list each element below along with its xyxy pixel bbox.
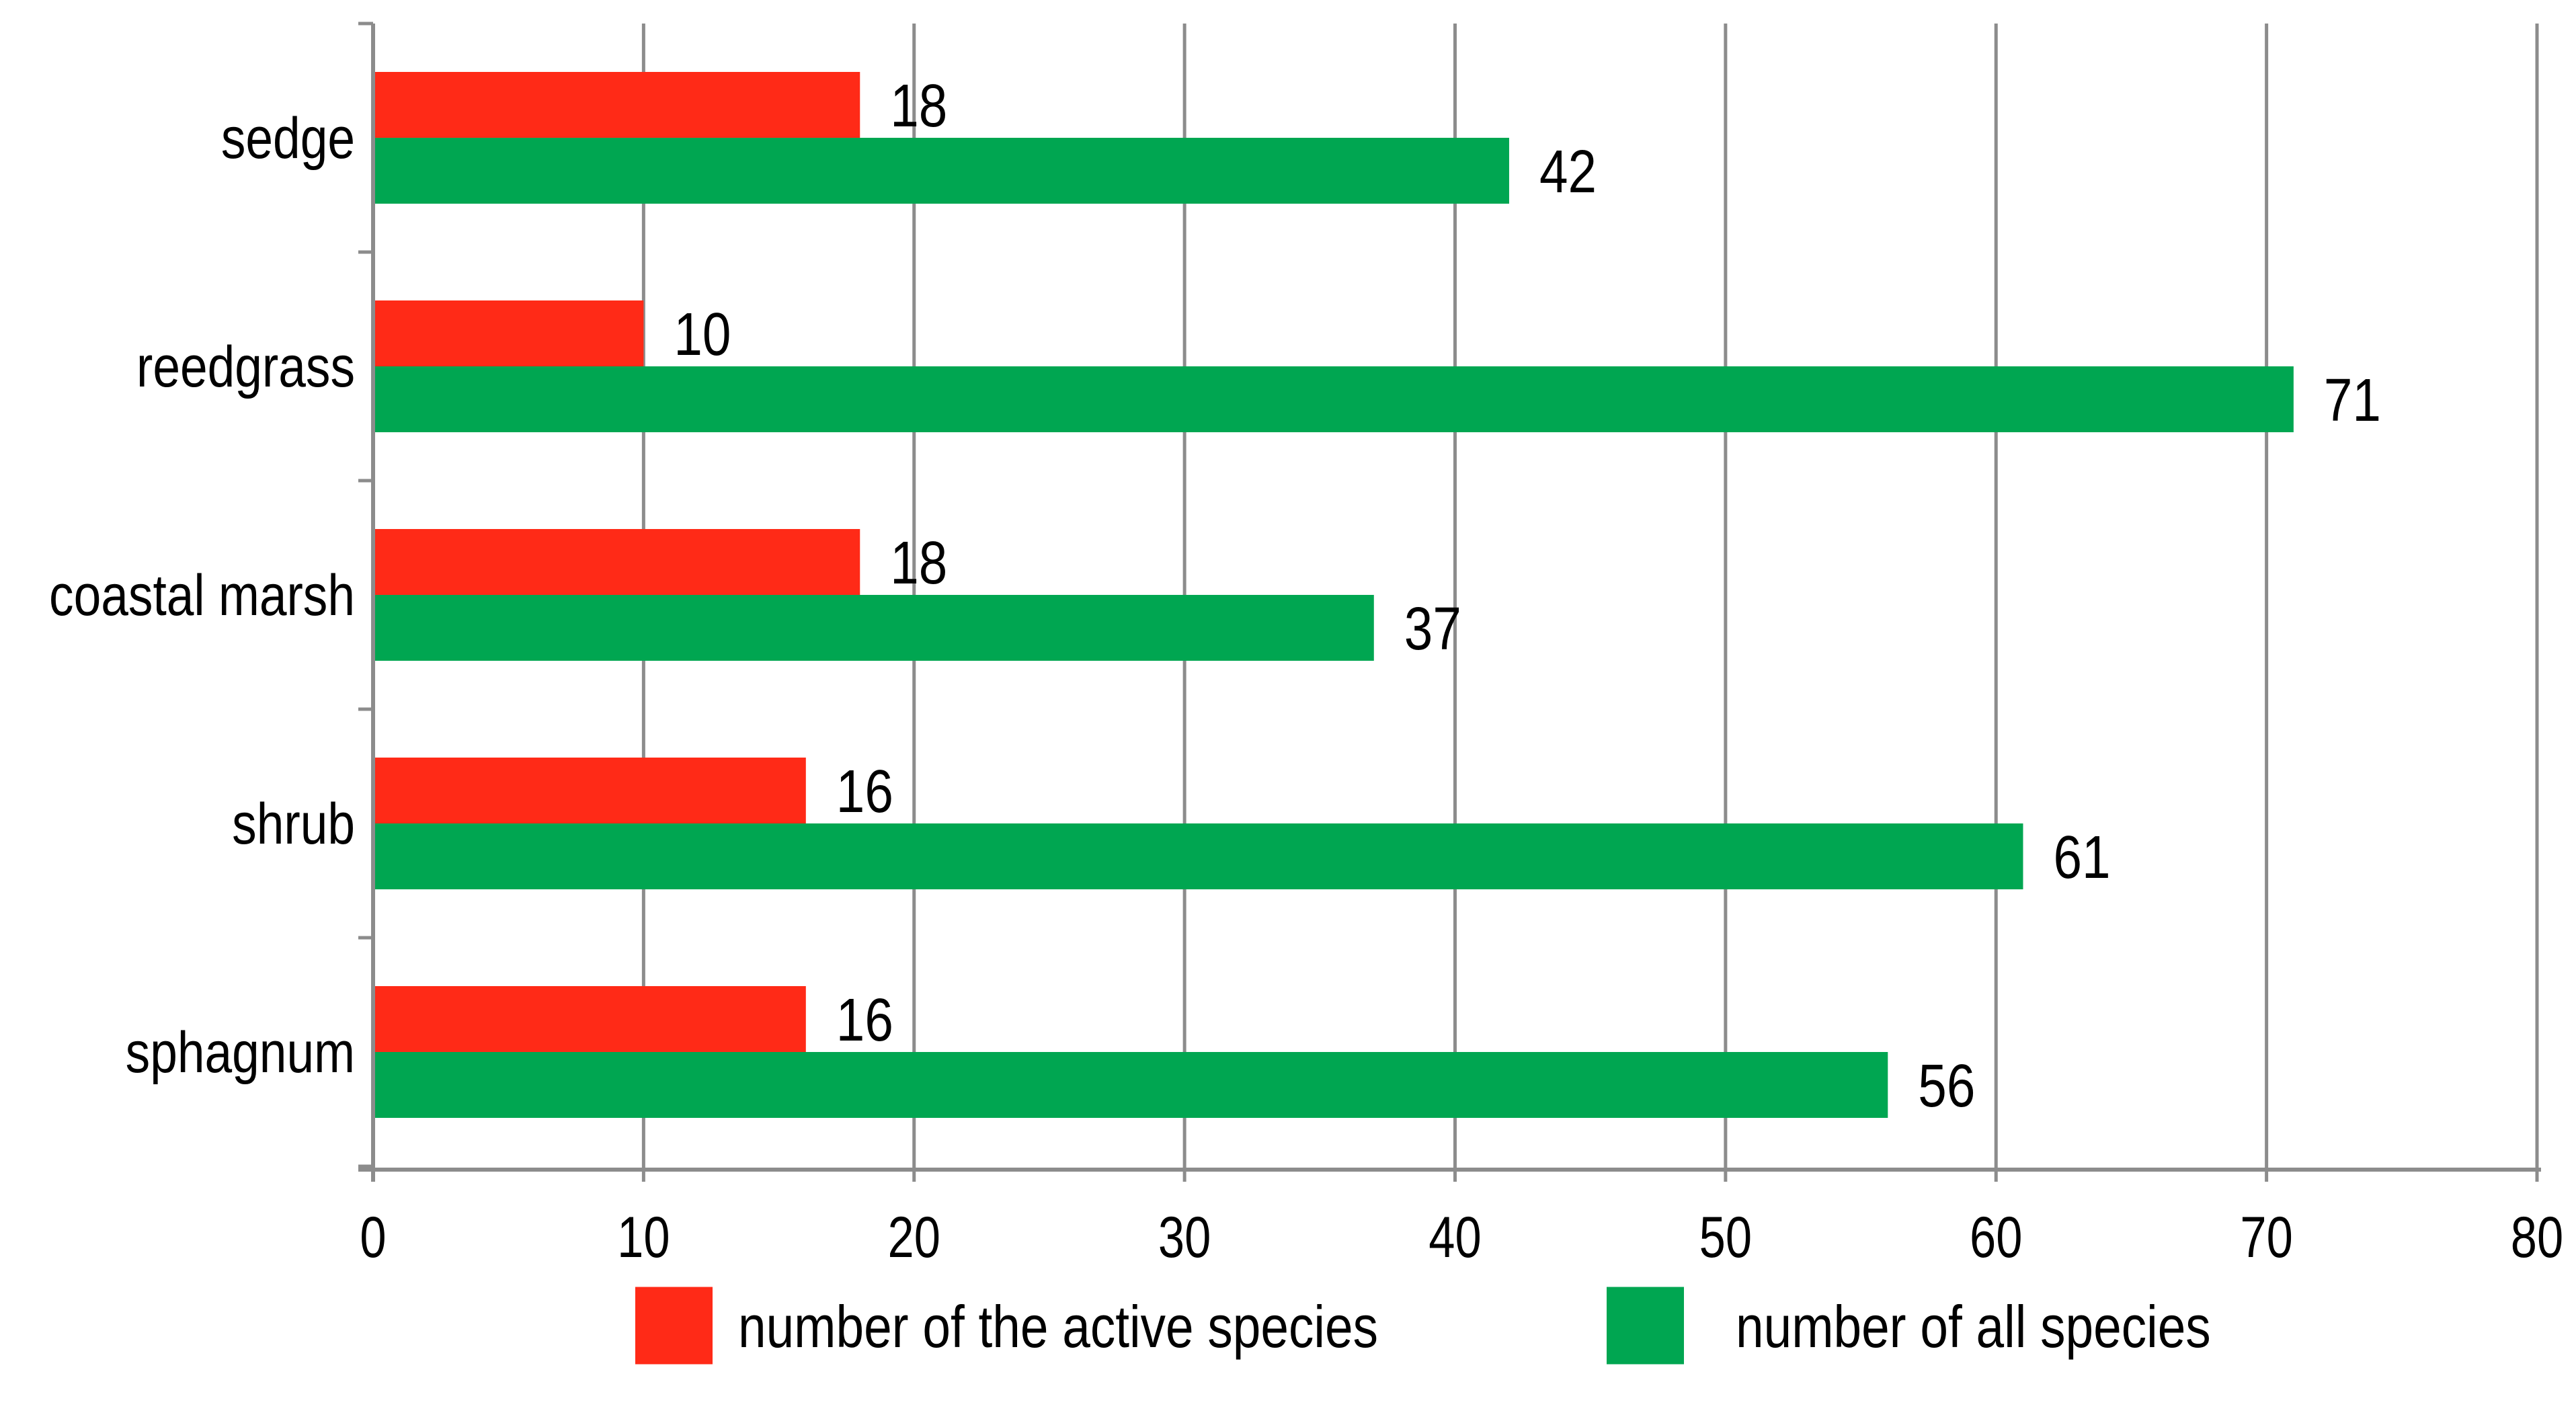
value-label: 18 [890, 71, 947, 139]
bar-active-species [373, 529, 860, 595]
x-tick-label: 50 [1699, 1205, 1752, 1269]
bars [373, 72, 2294, 1118]
legend-swatch [635, 1287, 713, 1365]
value-label: 16 [836, 757, 893, 825]
value-label: 42 [1539, 137, 1597, 205]
bar-all-species [373, 823, 2023, 889]
category-label: reedgrass [136, 334, 355, 399]
bar-active-species [373, 72, 860, 138]
category-label: sphagnum [126, 1020, 355, 1084]
bar-active-species [373, 758, 806, 823]
legend: number of the active species number of al… [635, 1287, 2211, 1365]
legend-item: number of all species [1607, 1287, 2211, 1365]
value-label: 61 [2053, 823, 2110, 891]
x-tick-label: 10 [617, 1205, 670, 1269]
x-tick-label: 70 [2240, 1205, 2292, 1269]
category-label: sedge [221, 106, 355, 170]
legend-label: number of the active species [738, 1294, 1378, 1360]
value-label: 18 [890, 528, 947, 596]
x-tick-label: 30 [1158, 1205, 1211, 1269]
bar-active-species [373, 986, 806, 1052]
value-label: 16 [836, 985, 893, 1053]
legend-swatch [1607, 1287, 1684, 1365]
x-tick-label: 20 [888, 1205, 940, 1269]
x-tick-label: 0 [360, 1205, 386, 1269]
x-tick-label: 80 [2511, 1205, 2563, 1269]
labels: 0 10 20 30 40 50 60 70 80 sedge 18 42 reedgrass 10 71 c… [49, 71, 2563, 1269]
x-tick-label: 60 [1970, 1205, 2022, 1269]
value-label: 10 [674, 300, 731, 368]
bar-active-species [373, 300, 644, 366]
x-tick-label: 40 [1428, 1205, 1481, 1269]
bar-all-species [373, 138, 1509, 204]
value-label: 71 [2324, 366, 2381, 434]
legend-label: number of all species [1736, 1294, 2211, 1360]
legend-item: number of the active species [635, 1287, 1378, 1365]
bar-all-species [373, 1052, 1888, 1118]
value-label: 37 [1404, 594, 1461, 662]
category-label: shrub [232, 791, 355, 856]
bar-all-species [373, 595, 1374, 661]
value-label: 56 [1918, 1051, 1975, 1119]
category-label: coastal marsh [49, 563, 355, 627]
bar-all-species [373, 366, 2294, 432]
axes [358, 22, 2541, 1182]
